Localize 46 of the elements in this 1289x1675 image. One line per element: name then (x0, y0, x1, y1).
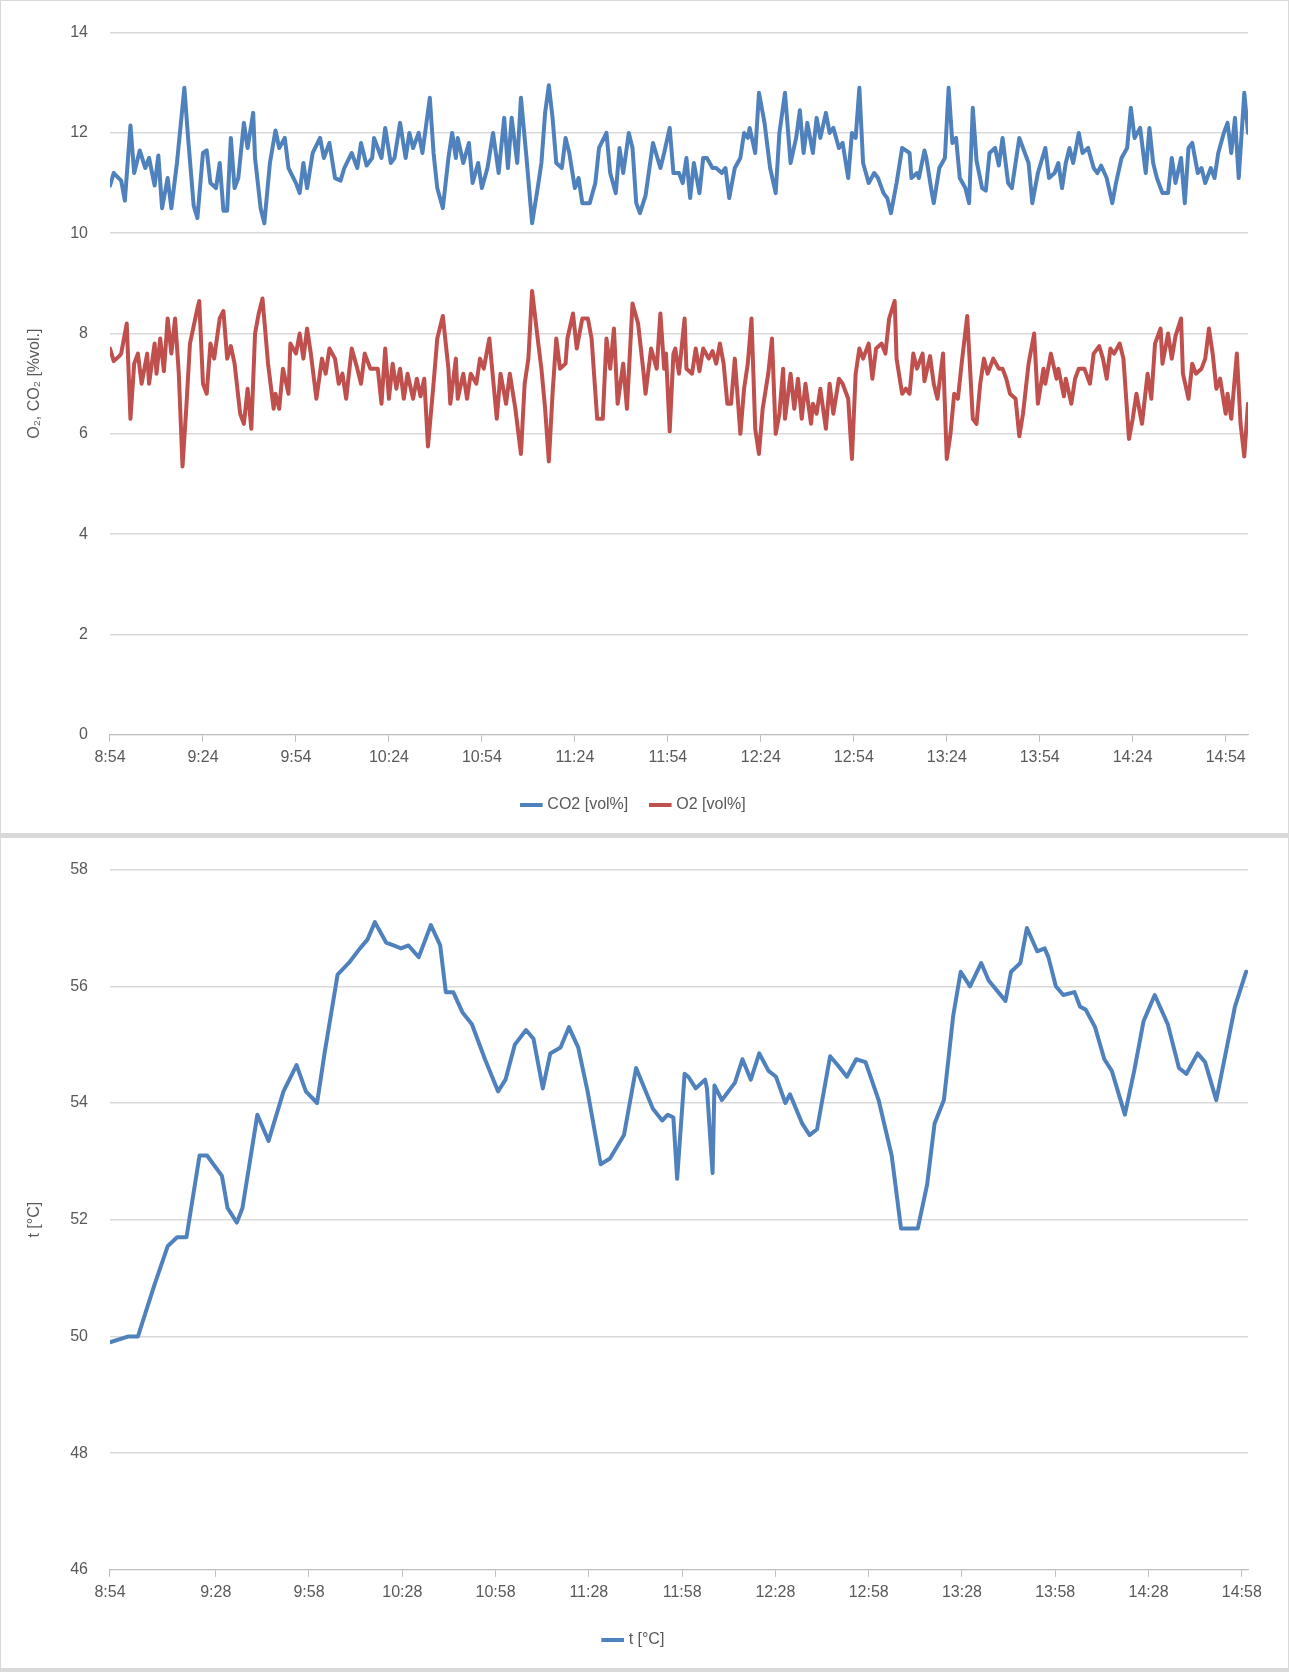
x-tick-label: 11:54 (648, 747, 688, 765)
x-tick-label: 13:28 (941, 1582, 983, 1600)
x-tick-label: 14:28 (1128, 1582, 1169, 1600)
x-tick-label: 14:54 (1205, 747, 1246, 765)
x-tick-label: 10:24 (368, 747, 410, 765)
y-tick-label: 8 (79, 323, 89, 341)
y-tick-label: 46 (70, 1560, 89, 1578)
legend-label: O2 [vol%] (676, 795, 746, 813)
y-tick-label: 56 (70, 976, 89, 994)
x-tick-label: 13:54 (1019, 747, 1060, 765)
x-tick-label: 13:24 (926, 747, 967, 765)
y-tick-label: 6 (79, 424, 89, 442)
x-tick-label: 9:58 (293, 1582, 325, 1600)
y-tick-label: 48 (70, 1443, 89, 1461)
y-tick-label: 58 (70, 860, 89, 878)
x-tick-label: 12:54 (833, 747, 874, 765)
y-tick-label: 2 (79, 624, 89, 642)
y-tick-label: 10 (70, 223, 89, 241)
y-tick-label: 4 (79, 524, 89, 542)
x-tick-label: 13:58 (1035, 1582, 1076, 1600)
x-tick-label: 12:28 (755, 1582, 796, 1600)
y-tick-label: 12 (70, 123, 89, 141)
y-axis-title: O₂, CO₂ [%vol.] (25, 328, 43, 439)
y-tick-label: 54 (70, 1093, 89, 1111)
x-tick-label: 11:28 (569, 1582, 609, 1600)
y-tick-label: 50 (70, 1326, 89, 1344)
x-tick-label: 10:54 (461, 747, 503, 765)
x-tick-label: 8:54 (94, 1582, 126, 1600)
x-tick-label: 11:58 (662, 1582, 702, 1600)
x-tick-label: 11:24 (555, 747, 595, 765)
y-tick-label: 52 (70, 1210, 89, 1228)
y-tick-label: 0 (79, 725, 89, 743)
x-tick-label: 12:24 (740, 747, 781, 765)
x-tick-label: 14:24 (1112, 747, 1153, 765)
legend-label: CO2 [vol%] (547, 795, 629, 813)
x-tick-label: 9:54 (280, 747, 312, 765)
x-tick-label: 8:54 (94, 747, 126, 765)
y-axis-title: t [°C] (25, 1201, 43, 1238)
x-tick-label: 9:28 (200, 1582, 232, 1600)
x-tick-label: 10:58 (475, 1582, 516, 1600)
x-tick-label: 12:58 (848, 1582, 889, 1600)
y-tick-label: 14 (70, 23, 89, 41)
legend-label: t [°C] (628, 1630, 665, 1648)
x-tick-label: 14:58 (1221, 1582, 1262, 1600)
x-tick-label: 10:28 (382, 1582, 423, 1600)
x-tick-label: 9:24 (187, 747, 219, 765)
